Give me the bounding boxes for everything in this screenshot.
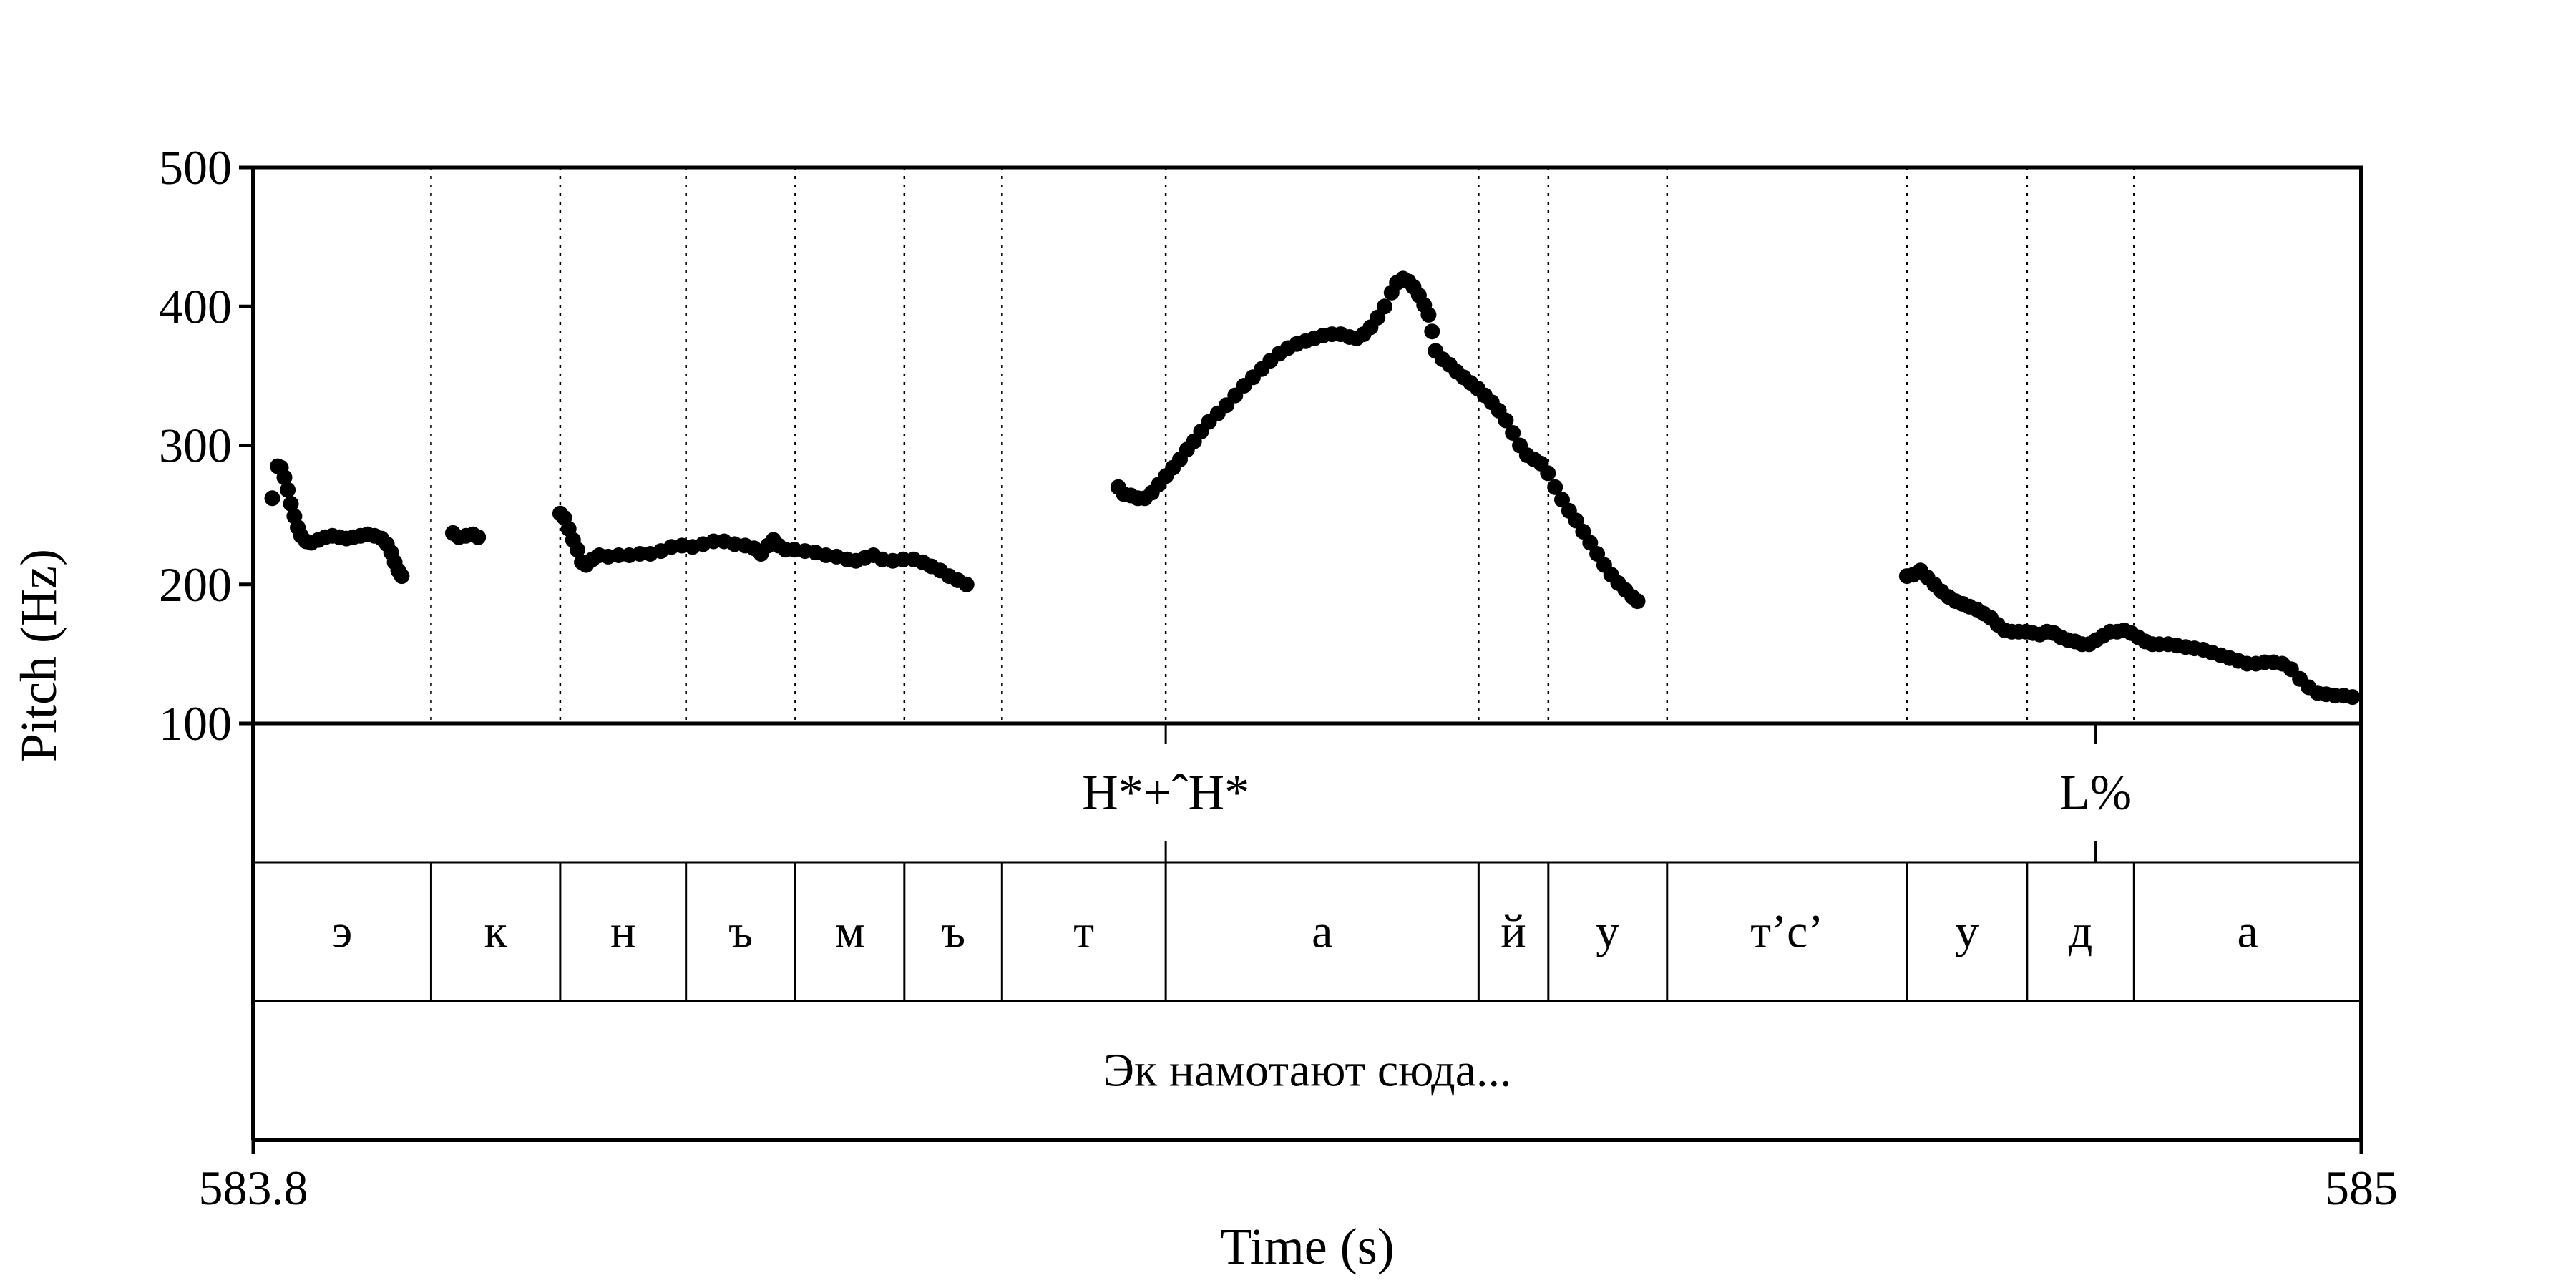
plot-frame [251,165,2363,1142]
segment-label: к [484,906,508,958]
pitch-point [2344,689,2361,706]
tone-label: H*+ˆH* [1082,766,1249,821]
pitch-point [283,496,299,512]
segment-label: а [1312,906,1332,958]
pitch-point [264,490,280,507]
pitch-point [1498,412,1514,429]
segment-label: ъ [941,906,965,958]
segment-label: м [835,906,865,958]
x-tick-label: 583.8 [199,1161,308,1215]
segment-label: й [1501,906,1526,958]
tone-tier: H*+ˆH* L% [1082,723,2132,862]
x-tick-label: 585 [2325,1161,2398,1215]
segment-label: н [610,906,635,958]
segment-label: т’с’ [1750,906,1823,958]
y-tick-label: 100 [159,696,232,751]
segment-label: у [1596,906,1619,958]
y-tick-label: 300 [159,419,232,473]
pitch-point [280,482,296,498]
tone-label: L% [2059,766,2132,821]
pitch-point [1420,306,1437,323]
pitch-point [1575,523,1591,540]
segment-label: д [2069,906,2093,958]
pitch-point [1629,593,1646,610]
pitch-points [264,270,2361,706]
segment-label: а [2238,906,2258,958]
segment-tier-border [252,861,2363,1002]
y-tick-label: 500 [159,140,232,195]
y-tick-label: 200 [159,557,232,612]
pitch-point [958,576,975,592]
segment-label: э [332,906,352,958]
pitch-point [1547,479,1563,495]
y-axis-title: Pitch (Hz) [10,549,67,762]
segment-label: ъ [728,906,753,958]
axes: 100 200 300 400 500 583.8 585 [159,140,2398,1215]
pitch-point [1424,323,1440,340]
pitch-point [1505,425,1521,441]
pitch-point [394,568,410,585]
segment-tier: э к н ъ м ъ т а й у т’с’ у д а [332,862,2258,1001]
pitch-point [1540,465,1556,482]
sentence-label: Эк намотают сюда... [1103,1045,1512,1097]
pitch-point [470,529,487,545]
segment-label: у [1955,906,1979,958]
y-tick-label: 400 [159,279,232,333]
pitch-point [1377,298,1392,315]
pitch-point [276,469,293,486]
pitch-point [569,542,585,558]
segment-boundary-gridlines [430,167,2135,723]
segment-label: т [1073,906,1094,958]
x-axis-title: Time (s) [1220,1218,1394,1275]
tone-tier-border [252,722,2363,864]
